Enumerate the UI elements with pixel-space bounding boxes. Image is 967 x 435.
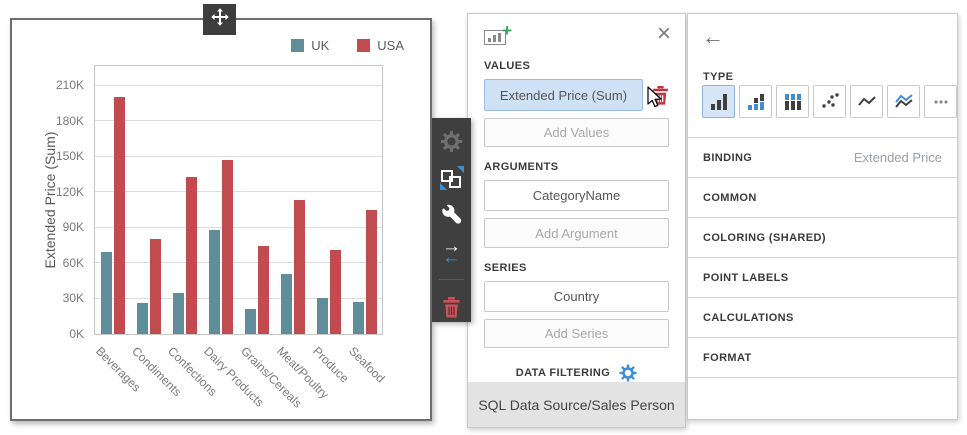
- bar-uk-meat-poultry: [281, 273, 293, 334]
- section-coloring[interactable]: COLORING (SHARED): [688, 217, 957, 257]
- series-header: SERIES: [484, 261, 527, 274]
- legend-item-uk: UK: [291, 38, 329, 53]
- legend-swatch: [291, 39, 305, 52]
- widget-toolbar: → ←: [432, 118, 471, 322]
- type-stacked-line-icon[interactable]: [887, 85, 920, 118]
- bar-usa-meat-poultry: [294, 200, 306, 334]
- y-tick-label: 120K: [55, 184, 84, 199]
- bar-usa-dairy-products: [221, 159, 233, 334]
- binding-value: Extended Price: [853, 150, 942, 165]
- type-header: TYPE: [703, 71, 734, 83]
- bar-uk-produce: [317, 298, 329, 334]
- y-tick-label: 0K: [69, 327, 84, 341]
- type-stacked-bar-icon[interactable]: [739, 85, 772, 118]
- remove-value-trash-icon[interactable]: [652, 85, 669, 105]
- type-full-stacked-bar-icon[interactable]: [776, 85, 809, 118]
- gridline: [95, 297, 382, 299]
- section-point-labels[interactable]: POINT LABELS: [688, 257, 957, 297]
- value-item-extended-price[interactable]: Extended Price (Sum): [484, 79, 643, 111]
- gridline: [95, 262, 382, 264]
- wrench-icon[interactable]: [439, 203, 465, 227]
- chart-widget-window[interactable]: UK USA Extended Price (Sum) 0K 30K 60K 90K 12…: [10, 18, 432, 421]
- y-tick-label: 60K: [62, 255, 84, 270]
- type-line-icon[interactable]: [850, 85, 883, 118]
- chart-type-selector: [702, 85, 957, 118]
- type-point-icon[interactable]: [813, 85, 846, 118]
- section-format[interactable]: FORMAT: [688, 337, 957, 377]
- bar-usa-condiments: [149, 239, 161, 334]
- swap-arguments-icon[interactable]: → ←: [442, 236, 461, 268]
- arguments-header: ARGUMENTS: [484, 161, 559, 174]
- bar-usa-seafood: [366, 209, 378, 334]
- bar-uk-beverages: [100, 252, 112, 334]
- convert-widget-icon[interactable]: [439, 166, 465, 190]
- y-tick-label: 150K: [55, 149, 84, 164]
- bar-usa-confections: [185, 176, 197, 334]
- y-tick-label: 210K: [55, 78, 84, 93]
- toolbar-divider: [439, 279, 464, 280]
- series-item-country[interactable]: Country: [484, 280, 669, 312]
- x-axis-label: Seafood: [346, 344, 388, 386]
- type-bar-icon[interactable]: [702, 85, 735, 118]
- legend-label: UK: [311, 38, 330, 53]
- section-binding[interactable]: BINDING Extended Price: [688, 137, 957, 177]
- bar-uk-condiments: [136, 303, 148, 334]
- section-common[interactable]: COMMON: [688, 177, 957, 217]
- y-tick-label: 180K: [55, 113, 84, 128]
- bar-usa-grains-cereals: [258, 246, 270, 334]
- section-calculations[interactable]: CALCULATIONS: [688, 297, 957, 337]
- add-series-button[interactable]: Add Series: [484, 318, 669, 349]
- data-binding-panel: + × VALUES Extended Price (Sum) Add Valu…: [467, 13, 686, 428]
- move-icon: [210, 7, 230, 32]
- bar-uk-confections: [172, 292, 184, 334]
- close-icon[interactable]: ×: [656, 20, 671, 47]
- move-handle[interactable]: [203, 4, 236, 35]
- legend-item-usa: USA: [357, 38, 404, 53]
- legend-swatch: [357, 39, 371, 52]
- add-values-button[interactable]: Add Values: [484, 118, 669, 148]
- gridline: [95, 191, 382, 193]
- argument-item-categoryname[interactable]: CategoryName: [484, 180, 669, 212]
- gridline: [95, 120, 382, 122]
- chart-add-icon: +: [484, 22, 512, 46]
- add-argument-button[interactable]: Add Argument: [484, 218, 669, 248]
- gridline: [95, 226, 382, 228]
- chart-legend: UK USA: [291, 38, 404, 53]
- settings-gear-icon[interactable]: [439, 129, 465, 153]
- bar-usa-beverages: [113, 97, 125, 334]
- data-source-selector[interactable]: SQL Data Source/Sales Person: [468, 382, 685, 427]
- gridline: [95, 155, 382, 157]
- values-header: VALUES: [484, 60, 531, 72]
- gridline: [95, 84, 382, 86]
- bar-uk-dairy-products: [208, 229, 220, 334]
- bar-uk-seafood: [353, 302, 365, 334]
- plot-area: [94, 65, 383, 335]
- delete-trash-icon[interactable]: [439, 295, 465, 319]
- chart-options-panel: ← TYPE: [687, 13, 958, 420]
- bar-usa-produce: [330, 249, 342, 334]
- y-tick-label: 90K: [62, 220, 84, 235]
- type-more-icon[interactable]: [924, 85, 957, 118]
- y-tick-label: 30K: [62, 291, 84, 306]
- legend-label: USA: [377, 38, 404, 53]
- data-filtering-button[interactable]: DATA FILTERING: [468, 364, 685, 382]
- back-arrow-icon[interactable]: ←: [702, 24, 724, 49]
- bar-uk-grains-cereals: [245, 309, 257, 334]
- filter-gear-icon: [619, 364, 637, 382]
